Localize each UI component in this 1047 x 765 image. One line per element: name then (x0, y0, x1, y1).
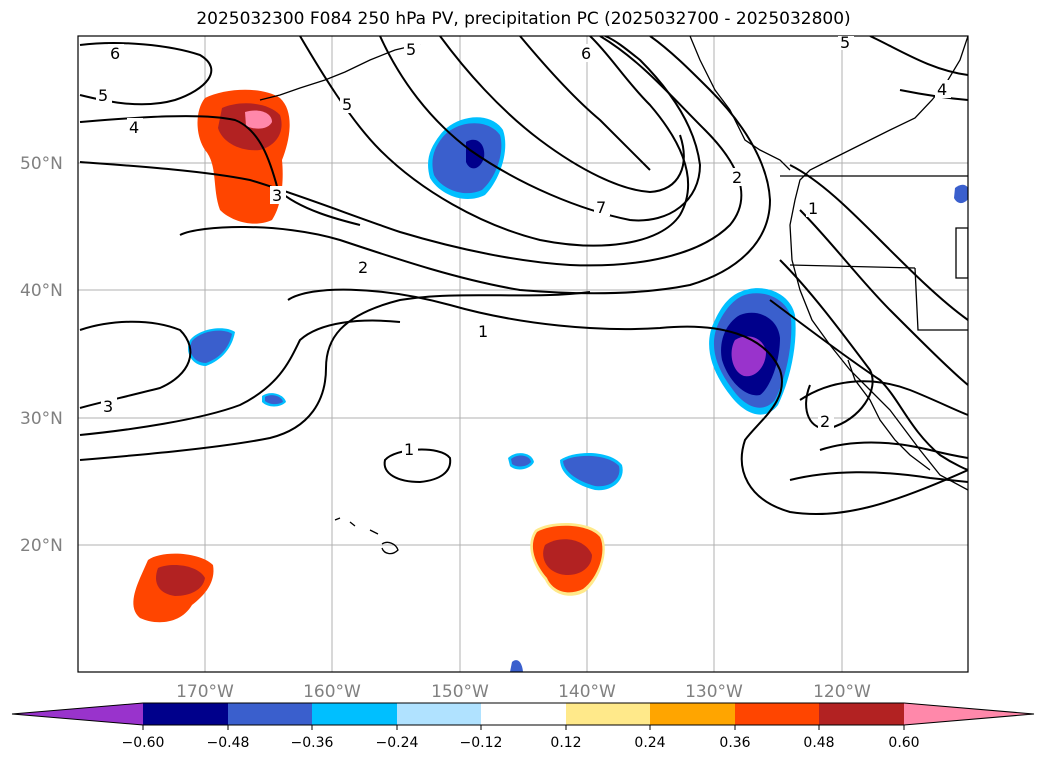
colorbar-tick: 0.12 (550, 735, 581, 751)
colorbar-segment (904, 703, 1034, 725)
pv-contours (79, 36, 968, 516)
contour-label: 1 (808, 199, 818, 218)
precip-blob-midpacific (187, 184, 968, 672)
contour-label: 6 (110, 44, 120, 63)
contour-label: 2 (732, 168, 742, 187)
precip-blob-california (709, 288, 796, 415)
colorbar-segment (12, 703, 143, 725)
colorbar: −0.60 −0.48 −0.36 −0.24 −0.12 0.12 0.24 … (11, 702, 1035, 751)
contour-label: 7 (596, 198, 606, 217)
lat-label: 50°N (20, 154, 63, 174)
colorbar-tick: −0.60 (122, 735, 165, 751)
precip-blob-aleutian (197, 89, 290, 224)
contour-label: 2 (820, 412, 830, 431)
lat-label: 30°N (20, 409, 63, 429)
contour-label: 3 (103, 397, 113, 416)
colorbar-tick: 0.36 (719, 735, 750, 751)
colorbar-tick: 0.48 (803, 735, 834, 751)
colorbar-segment (143, 703, 228, 725)
colorbar-tick: 0.60 (888, 735, 919, 751)
contour-label: 3 (272, 186, 282, 205)
lon-label: 130°W (685, 682, 743, 702)
contour-label: 5 (406, 40, 416, 59)
lon-label: 120°W (813, 682, 871, 702)
contour-label: 5 (840, 33, 850, 52)
colorbar-tick: −0.36 (291, 735, 334, 751)
colorbar-tick: 0.24 (634, 735, 665, 751)
longitude-labels: 170°W 160°W 150°W 140°W 130°W 120°W (176, 682, 871, 702)
map-frame (77, 35, 969, 673)
precip-blob-subtropical (133, 523, 605, 623)
contour-label: 5 (342, 95, 352, 114)
colorbar-segment (566, 703, 650, 725)
colorbar-segment (481, 703, 566, 725)
lon-label: 160°W (303, 682, 361, 702)
colorbar-segment (312, 703, 397, 725)
map-title: 2025032300 F084 250 hPa PV, precipitatio… (196, 9, 851, 29)
colorbar-segment (735, 703, 819, 725)
lat-label: 40°N (20, 281, 63, 301)
colorbar-segment (819, 703, 904, 725)
contour-label: 4 (129, 118, 139, 137)
colorbar-segment (650, 703, 735, 725)
colorbar-tick: −0.24 (376, 735, 419, 751)
latitude-labels: 50°N 40°N 30°N 20°N (20, 154, 63, 556)
lon-label: 140°W (558, 682, 616, 702)
lon-label: 170°W (176, 682, 234, 702)
lat-label: 20°N (20, 536, 63, 556)
contour-label: 6 (581, 44, 591, 63)
coastlines (259, 36, 968, 555)
contour-label: 4 (937, 80, 947, 99)
contour-label: 2 (358, 258, 368, 277)
lon-label: 150°W (431, 682, 489, 702)
contour-label: 1 (478, 322, 488, 341)
colorbar-tick: −0.48 (207, 735, 250, 751)
contour-labels: 6 5 4 5 5 6 5 4 3 7 2 1 2 1 3 1 2 (96, 33, 951, 459)
colorbar-tick: −0.12 (460, 735, 503, 751)
precip-blob-gulf-alaska (428, 117, 506, 199)
contour-label: 1 (404, 440, 414, 459)
colorbar-segment (397, 703, 481, 725)
contour-label: 5 (98, 86, 108, 105)
colorbar-segment (228, 703, 312, 725)
